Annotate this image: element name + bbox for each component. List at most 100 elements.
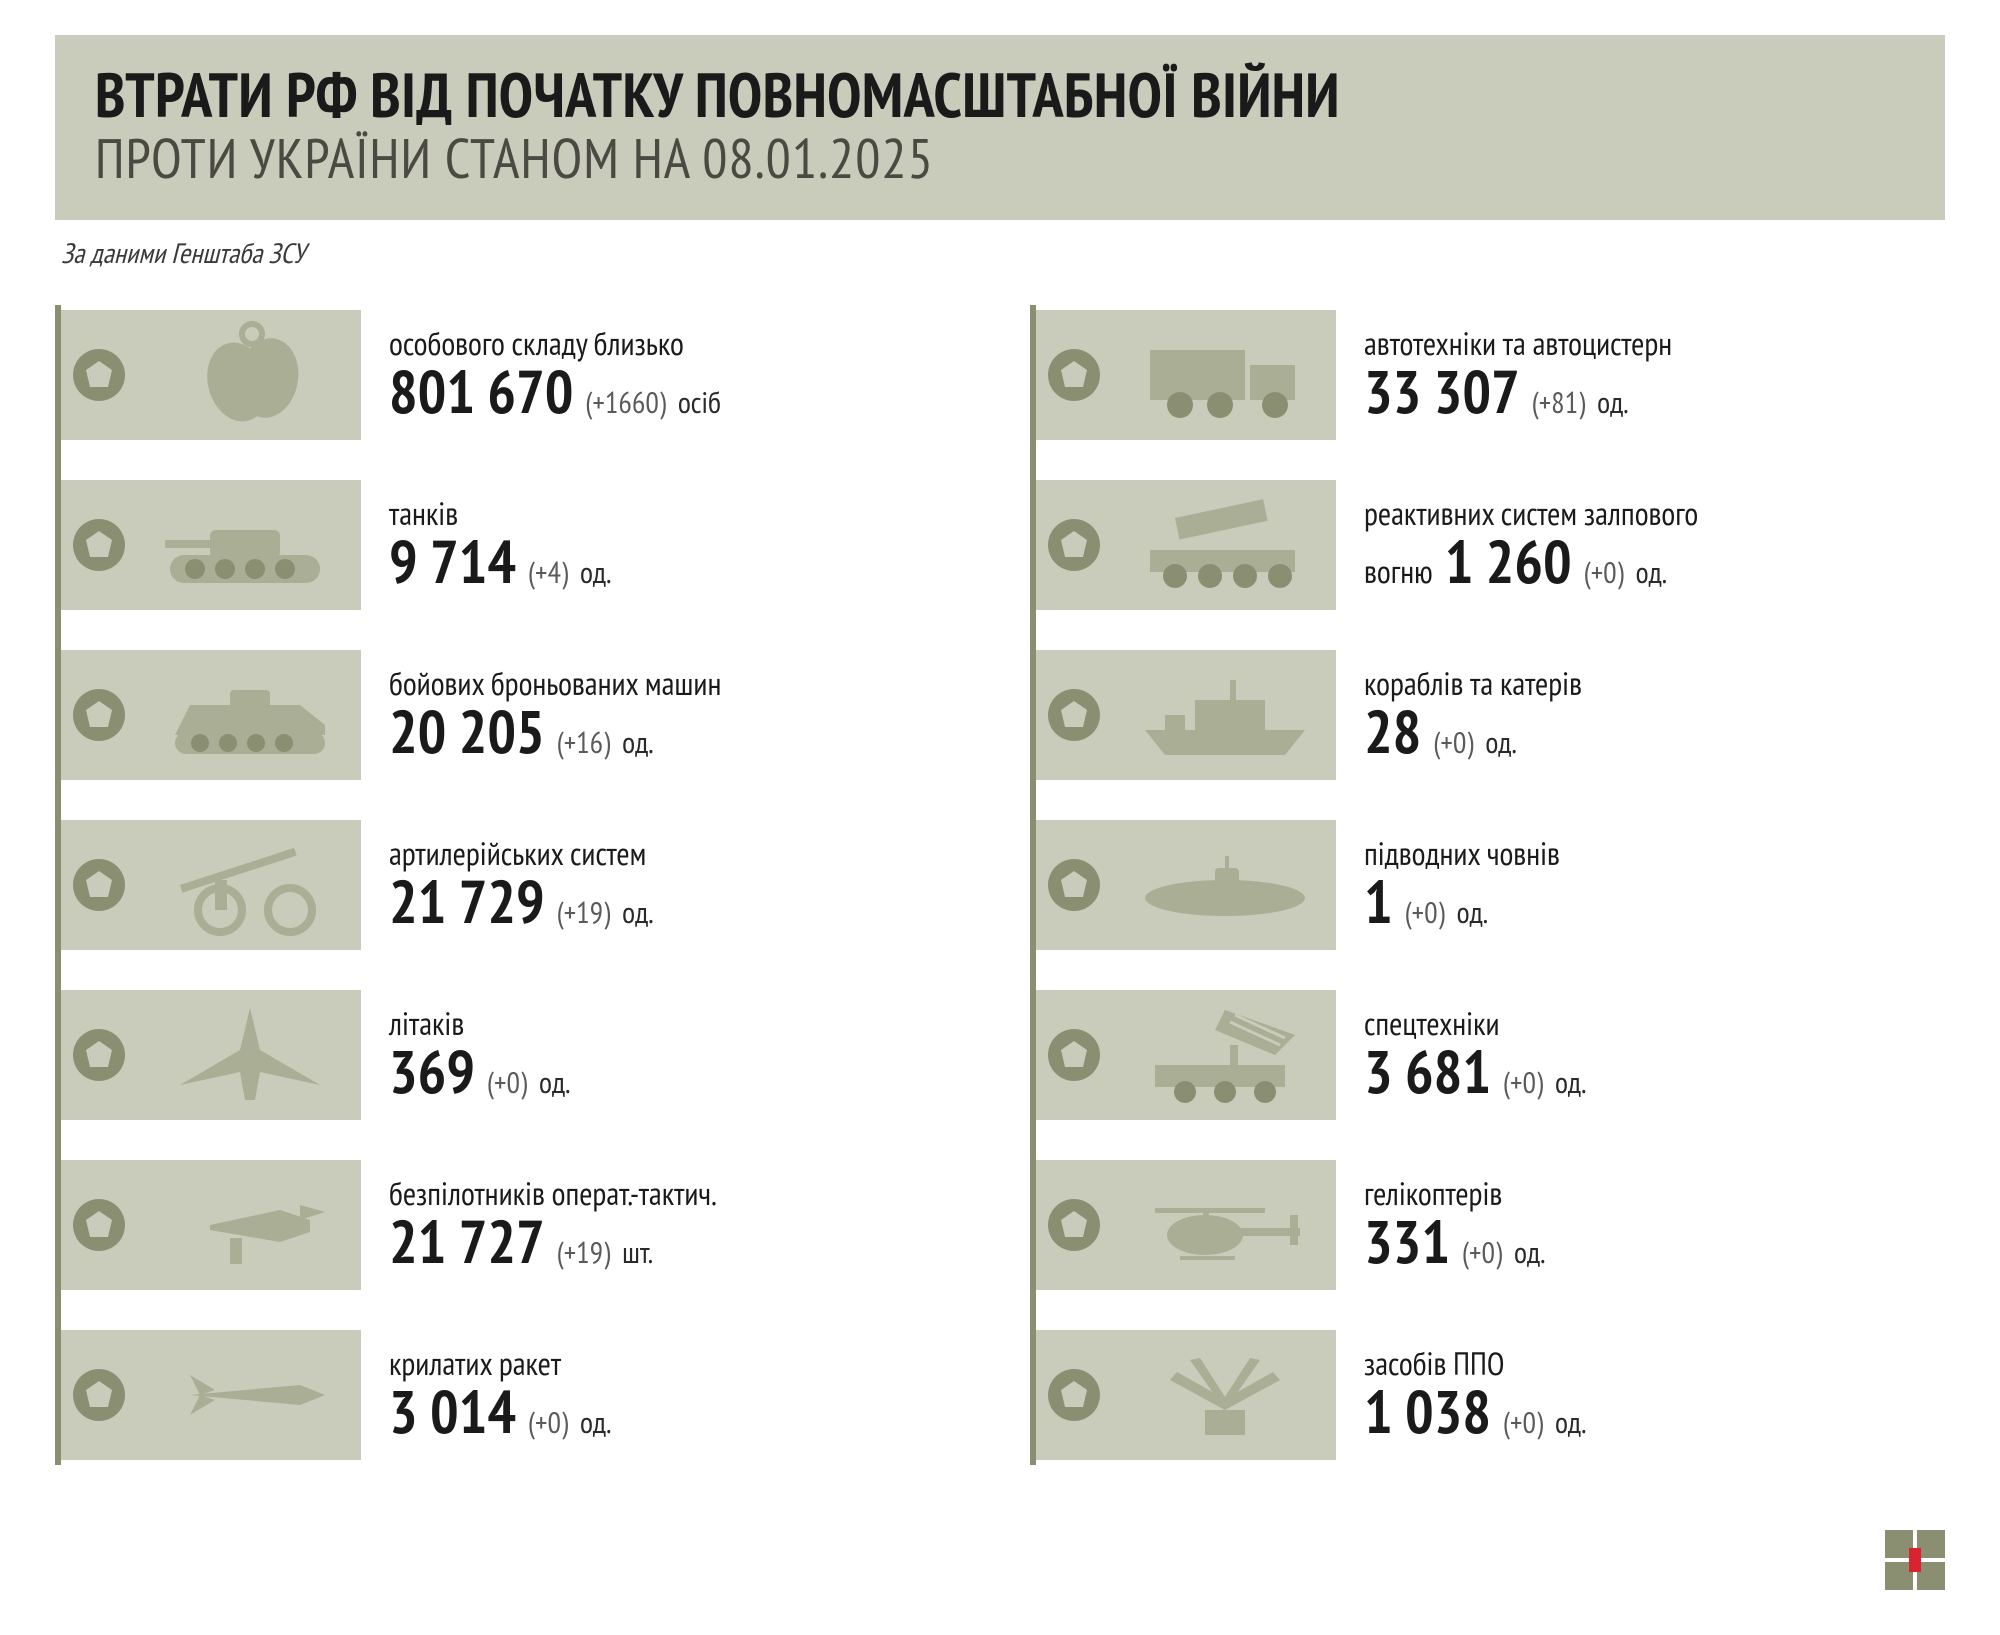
columns-wrapper: особового складу близько801 670(+1660)ос… [55,305,1945,1465]
stat-row-submarine: підводних човнів1(+0)од. [1036,815,1945,955]
radar-icon [1114,990,1336,1120]
stat-unit: од. [1555,1063,1586,1102]
stat-row-truck: автотехніки та автоцистерн33 307(+81)од. [1036,305,1945,445]
jet-icon [139,990,361,1120]
icon-slot [61,990,361,1120]
star-badge-icon [1048,1199,1100,1251]
stat-value-line: 21 727 (+19) шт. [389,1211,970,1272]
stat-text: крилатих ракет3 014(+0)од. [361,1347,970,1442]
stat-label: гелікоптерів [1364,1177,1945,1211]
apc-icon [139,650,361,780]
stat-value: 28 [1364,701,1421,761]
stat-unit: од. [1485,723,1516,762]
stat-text: засобів ППО1 038(+0)од. [1336,1347,1945,1442]
stat-unit: од. [622,723,653,762]
stat-unit: шт. [622,1233,653,1272]
uav-icon [139,1160,361,1290]
star-badge-icon [1048,519,1100,571]
stat-unit: од. [1514,1233,1545,1272]
stat-text: танків9 714(+4)од. [361,497,970,592]
stat-value: 3 681 [1364,1041,1491,1101]
stat-label: підводних човнів [1364,837,1945,871]
icon-slot [1036,990,1336,1120]
icon-slot [61,1160,361,1290]
icon-slot [61,310,361,440]
stat-delta: (+16) [557,723,610,762]
stat-value-line: 28 (+0) од. [1364,701,1945,762]
stat-value-line: 3 681(+0)од. [1364,1041,1945,1102]
stat-text: автотехніки та автоцистерн33 307(+81)од. [1336,327,1945,422]
stat-delta: (+0) [1433,723,1473,762]
stat-value: 369 [389,1041,475,1101]
stat-unit: осіб [678,383,721,422]
star-badge-icon [73,1199,125,1251]
stat-delta: (+0) [487,1063,527,1102]
stat-value-line: 21 729(+19)од. [389,871,970,932]
icon-slot [1036,820,1336,950]
stat-value-line: 1(+0)од. [1364,871,1945,932]
left-column: особового складу близько801 670(+1660)ос… [55,305,970,1465]
title-sub: ПРОТИ УКРАЇНИ СТАНОМ НА 08.01.2025 [95,128,1905,190]
stat-label: літаків [389,1007,970,1041]
stat-text: артилерійських систем21 729(+19)од. [361,837,970,932]
stat-label: кораблів та катерів [1364,667,1945,701]
header-box: ВТРАТИ РФ ВІД ПОЧАТКУ ПОВНОМАСШТАБНОЇ ВІ… [55,35,1945,220]
stat-delta: (+19) [557,1233,610,1272]
star-badge-icon [73,1029,125,1081]
stat-text: особового складу близько801 670(+1660)ос… [361,327,970,422]
stat-unit: од. [1597,383,1628,422]
stat-label-inline: вогню [1364,550,1433,592]
stat-unit: од. [1457,893,1488,932]
stat-row-mlrs: реактивних систем залповоговогню1 260(+0… [1036,475,1945,615]
sam-icon [1114,1330,1336,1460]
stat-unit: од. [580,1403,611,1442]
stat-value-line: 1 038(+0)од. [1364,1381,1945,1442]
stat-text: безпілотників операт.-тактич.21 727(+19)… [361,1177,970,1272]
publisher-logo-icon [1885,1530,1945,1590]
submarine-icon [1114,820,1336,950]
missile-icon [139,1330,361,1460]
stat-value: 1 260 [1445,531,1572,591]
stat-value-line: 20 205(+16)од. [389,701,970,762]
stat-row-uav: безпілотників операт.-тактич.21 727(+19)… [61,1155,970,1295]
stat-value: 3 014 [389,1381,516,1441]
stat-value: 1 [1364,871,1393,931]
stat-row-dogtags: особового складу близько801 670(+1660)ос… [61,305,970,445]
stat-row-jet: літаків369(+0)од. [61,985,970,1125]
helicopter-icon [1114,1160,1336,1290]
truck-icon [1114,310,1336,440]
stat-row-ship: кораблів та катерів28 (+0) од. [1036,645,1945,785]
stat-delta: (+81) [1532,383,1585,422]
star-badge-icon [1048,859,1100,911]
icon-slot [1036,480,1336,610]
icon-slot [1036,1160,1336,1290]
star-badge-icon [73,859,125,911]
mlrs-icon [1114,480,1336,610]
star-badge-icon [73,689,125,741]
stat-row-tank: танків9 714(+4)од. [61,475,970,615]
stat-delta: (+0) [1462,1233,1502,1272]
star-badge-icon [73,1369,125,1421]
stat-value-line: вогню1 260(+0)од. [1364,531,1945,592]
stat-unit: од. [1555,1403,1586,1442]
stat-row-radar: спецтехніки3 681(+0)од. [1036,985,1945,1125]
stat-unit: од. [622,893,653,932]
tank-icon [139,480,361,610]
icon-slot [61,650,361,780]
stat-delta: (+4) [528,553,568,592]
star-badge-icon [1048,689,1100,741]
star-badge-icon [1048,1369,1100,1421]
stat-value: 33 307 [1364,361,1520,421]
stat-value-line: 3 014(+0)од. [389,1381,970,1442]
right-column: автотехніки та автоцистерн33 307(+81)од.… [1030,305,1945,1465]
stat-value: 21 727 [389,1211,545,1271]
stat-text: гелікоптерів331(+0)од. [1336,1177,1945,1272]
dogtags-icon [139,310,361,440]
star-badge-icon [73,519,125,571]
icon-slot [61,820,361,950]
title-main: ВТРАТИ РФ ВІД ПОЧАТКУ ПОВНОМАСШТАБНОЇ ВІ… [95,63,1905,128]
stat-value-line: 331(+0)од. [1364,1211,1945,1272]
icon-slot [1036,650,1336,780]
stat-text: підводних човнів1(+0)од. [1336,837,1945,932]
stat-delta: (+19) [557,893,610,932]
